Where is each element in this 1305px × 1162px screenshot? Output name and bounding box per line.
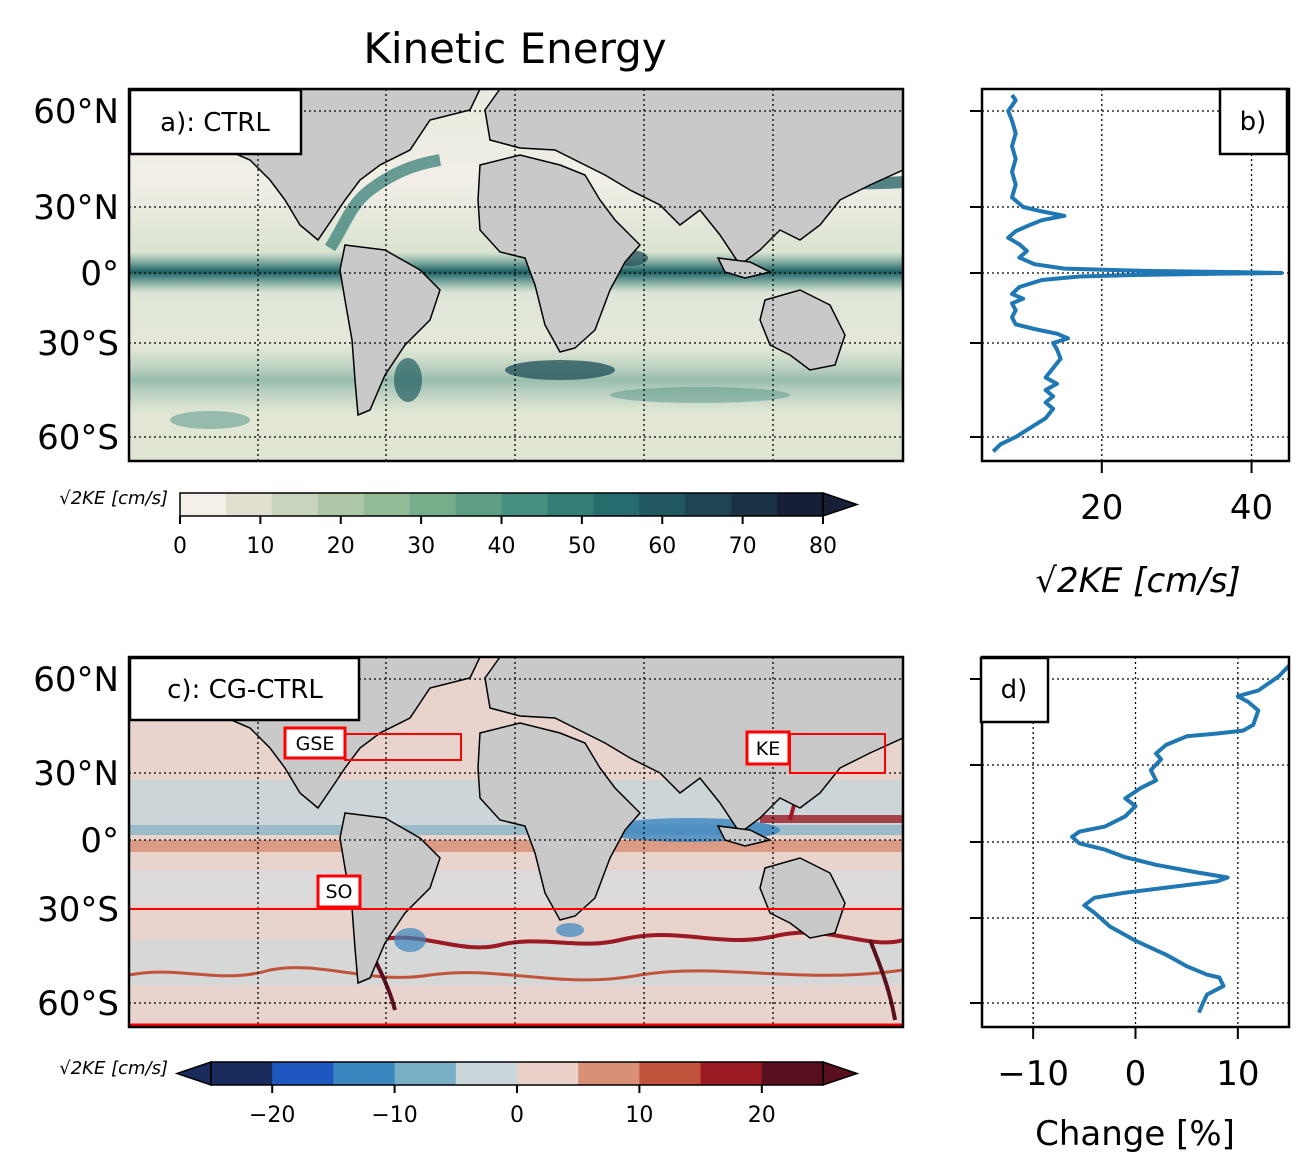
- colorbar-a-segment: [685, 493, 732, 516]
- panel-c-lat-60n: 60°N: [33, 660, 119, 700]
- region-so-label-box: SO: [316, 874, 362, 909]
- panel-d-xlabel: Change [%]: [1035, 1114, 1235, 1154]
- colorbar-a-segment: [501, 493, 548, 516]
- panel-d-xtick-label: 10: [1216, 1054, 1259, 1094]
- panel-d-xtick-label: 0: [1125, 1054, 1147, 1094]
- panel-c-lat-30n: 30°N: [33, 754, 119, 794]
- colorbar-a-segment: [225, 493, 273, 516]
- colorbar-a-tick-label: 10: [246, 534, 274, 559]
- region-so-label: SO: [325, 881, 352, 903]
- colorbar-c-segment: [517, 1062, 579, 1085]
- colorbar-c-segment: [394, 1062, 457, 1085]
- colorbar-c-extend-max: [822, 1060, 860, 1087]
- colorbar-a-tick-label: 60: [648, 534, 676, 559]
- colorbar-a-extend-max: [822, 491, 860, 518]
- colorbar-a-segment: [455, 493, 502, 516]
- colorbar-c-tick-label: 20: [748, 1103, 776, 1128]
- region-ke-label-box: KE: [745, 730, 791, 766]
- colorbar-a-segment: [777, 493, 824, 516]
- colorbar-c-tick-label: −20: [249, 1103, 295, 1128]
- panel-a-lat-0: 0°: [80, 254, 119, 294]
- colorbar-c-segment: [639, 1062, 702, 1085]
- panel-c-map: GSE KE SO c): CG-CTRL 60°N 30°N 0° 30°S …: [33, 655, 905, 1029]
- panel-d-chart: d) −10 0 10 Change [%]: [970, 655, 1291, 1154]
- colorbar-a-segment: [271, 493, 319, 516]
- panel-a-lat-60s: 60°S: [37, 418, 119, 458]
- panel-b-xtick-label: 20: [1080, 488, 1123, 528]
- panel-d-label: d): [1001, 675, 1028, 705]
- panel-b-series-line: [991, 93, 1284, 453]
- panel-a-label: a): CTRL: [160, 108, 270, 138]
- colorbar-a-segment: [317, 493, 365, 516]
- colorbar-a-segment: [180, 493, 227, 516]
- colorbar-a-tick-label: 70: [729, 534, 757, 559]
- colorbar-c-segment: [700, 1062, 763, 1085]
- figure-title: Kinetic Energy: [363, 24, 666, 73]
- colorbar-c: √2KE [cm/s] −20 −10 0 10 20: [59, 1058, 860, 1128]
- panel-a-lat-60n: 60°N: [33, 92, 119, 132]
- panel-b-xlabel: √2KE [cm/s]: [1035, 561, 1240, 601]
- panel-a-map: a): CTRL 60°N 30°N 0° 30°S 60°S: [33, 87, 905, 463]
- colorbar-a-tick-label: 80: [809, 534, 837, 559]
- colorbar-c-segment: [761, 1062, 824, 1085]
- colorbar-a-segment: [731, 493, 778, 516]
- colorbar-c-segment: [211, 1062, 273, 1085]
- colorbar-a-tick-label: 50: [568, 534, 596, 559]
- panel-c-lat-30s: 30°S: [37, 890, 119, 930]
- panel-a-lat-30s: 30°S: [37, 324, 119, 364]
- panel-b-chart: b) 20 40 √2KE [cm/s]: [970, 87, 1291, 601]
- panel-a-lat-30n: 30°N: [33, 188, 119, 228]
- colorbar-c-segment: [578, 1062, 640, 1085]
- colorbar-c-tick-label: 0: [510, 1103, 524, 1128]
- panel-d-series-line: [1070, 664, 1291, 1014]
- colorbar-c-tick-label: 10: [625, 1103, 653, 1128]
- colorbar-a: √2KE [cm/s] 0 10 20 30 40 50 60 70 80: [59, 488, 860, 559]
- region-gse-label: GSE: [296, 733, 335, 755]
- colorbar-a-tick-label: 0: [173, 534, 187, 559]
- panel-c-lat-60s: 60°S: [37, 984, 119, 1024]
- colorbar-a-tick-label: 20: [327, 534, 355, 559]
- panel-b-label: b): [1240, 107, 1267, 137]
- colorbar-a-tick-label: 40: [488, 534, 516, 559]
- colorbar-c-segment: [333, 1062, 396, 1085]
- colorbar-c-label: √2KE [cm/s]: [59, 1058, 168, 1079]
- colorbar-c-tick-label: −10: [371, 1103, 417, 1128]
- colorbar-a-segment: [547, 493, 594, 516]
- colorbar-a-segment: [639, 493, 686, 516]
- colorbar-a-segment: [593, 493, 640, 516]
- colorbar-a-label: √2KE [cm/s]: [59, 488, 168, 509]
- colorbar-a-tick-label: 30: [407, 534, 435, 559]
- panel-b-xtick-label: 40: [1230, 488, 1273, 528]
- panel-c-lat-0: 0°: [80, 821, 119, 861]
- region-gse-label-box: GSE: [283, 726, 347, 760]
- colorbar-a-segment: [409, 493, 457, 516]
- colorbar-c-segment: [272, 1062, 334, 1085]
- region-ke-label: KE: [756, 738, 780, 760]
- panel-c-label: c): CG-CTRL: [167, 675, 323, 705]
- colorbar-a-segment: [363, 493, 411, 516]
- panel-d-xtick-label: −10: [997, 1054, 1069, 1094]
- colorbar-c-segment: [455, 1062, 518, 1085]
- colorbar-c-extend-min: [174, 1060, 212, 1087]
